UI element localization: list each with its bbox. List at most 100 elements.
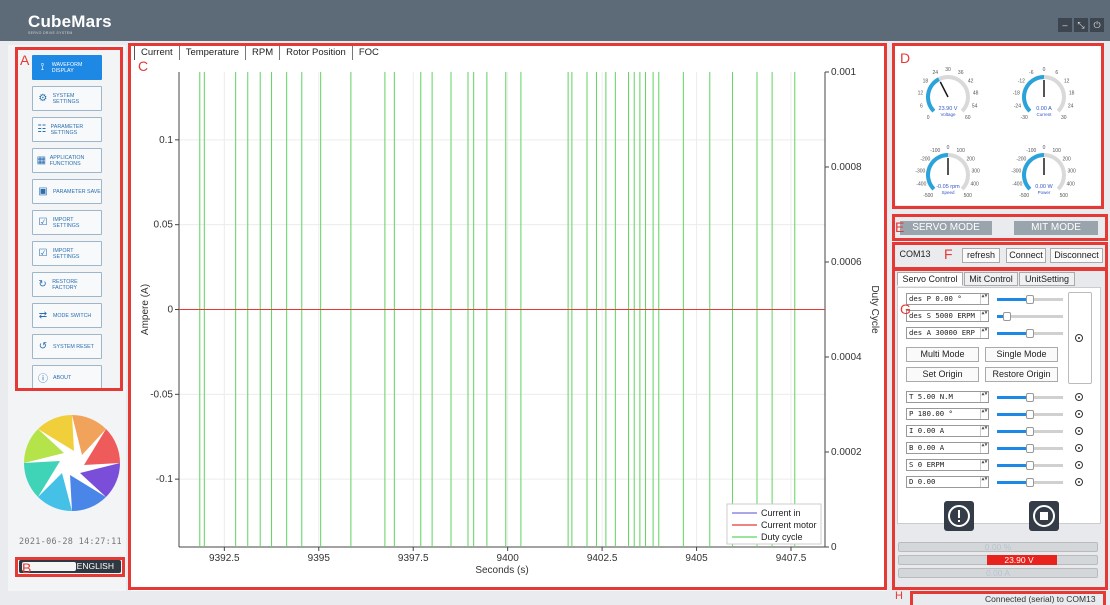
gauge-tick-label: 24 <box>1068 104 1074 110</box>
target-1-spinbox[interactable]: des S 5000 ERPM ▲▼ <box>906 310 989 322</box>
control-panel: Servo Control Mit Control UnitSetting de… <box>892 270 1106 590</box>
param-3-slider[interactable] <box>997 444 1063 453</box>
mit-mode-button[interactable]: MIT MODE <box>1014 221 1098 235</box>
slider-handle[interactable] <box>1026 478 1034 487</box>
annotation-box-f <box>892 242 1108 270</box>
target-2-spinbox[interactable]: des A 30000 ERP ▲▼ <box>906 327 989 339</box>
power-icon[interactable]: ⏻ <box>1090 18 1104 32</box>
param-2-spinbox[interactable]: I 0.00 A ▲▼ <box>906 425 989 437</box>
sidebar-item-label: APPLICATION FUNCTIONS <box>49 154 85 167</box>
run-target-icon[interactable] <box>1075 334 1083 342</box>
tab-rotor-position[interactable]: Rotor Position <box>279 46 352 60</box>
run-icon[interactable] <box>1075 410 1083 418</box>
info-icon: ⓘ <box>38 374 48 385</box>
sidebar-item-system-settings[interactable]: ⚙ SYSTEM SETTINGS <box>32 86 102 111</box>
param-4-slider[interactable] <box>997 461 1063 470</box>
tab-servo-control[interactable]: Servo Control <box>897 272 963 286</box>
run-icon[interactable] <box>1075 444 1083 452</box>
sidebar-item-parameter-save[interactable]: ▣ PARAMETER SAVE <box>32 179 102 204</box>
spin-arrows-icon[interactable]: ▲▼ <box>980 426 988 436</box>
target-0-slider[interactable] <box>997 295 1063 304</box>
annotation-box-b <box>15 557 125 577</box>
slider-handle[interactable] <box>1026 393 1034 402</box>
tab-temperature[interactable]: Temperature <box>178 46 245 60</box>
gauge-tick-label: 48 <box>973 91 979 97</box>
sidebar-item-import-settings[interactable]: ☑ IMPORT SETTINGS <box>32 241 102 266</box>
alert-stop-icon[interactable] <box>944 501 974 531</box>
sidebar-item-label: MODE SWITCH <box>53 312 92 319</box>
tab-rpm[interactable]: RPM <box>245 46 279 60</box>
param-0-slider[interactable] <box>997 393 1063 402</box>
run-icon[interactable] <box>1075 461 1083 469</box>
duty-progress: 0.00 % <box>898 542 1098 552</box>
save-icon: ▣ <box>38 186 48 197</box>
restore-origin-button[interactable]: Restore Origin <box>985 367 1058 382</box>
app-logo: CubeMars <box>28 12 112 31</box>
spin-arrows-icon[interactable]: ▲▼ <box>980 409 988 419</box>
sidebar-item-restore-factory[interactable]: ↻ RESTORE FACTORY <box>32 272 102 297</box>
param-5-spinbox[interactable]: D 0.00 ▲▼ <box>906 476 989 488</box>
minimize-icon[interactable]: – <box>1058 18 1072 32</box>
single-mode-button[interactable]: Single Mode <box>985 347 1058 362</box>
sidebar-item-about[interactable]: ⓘ ABOUT <box>32 365 102 390</box>
spin-arrows-icon[interactable]: ▲▼ <box>980 311 988 321</box>
param-0-spinbox[interactable]: T 5.00 N.M ▲▼ <box>906 391 989 403</box>
sidebar-item-system-reset[interactable]: ↺ SYSTEM RESET <box>32 334 102 359</box>
param-1-value: P 180.00 ° <box>909 409 953 418</box>
spin-arrows-icon[interactable]: ▲▼ <box>980 460 988 470</box>
sidebar-item-label: SYSTEM RESET <box>53 343 94 350</box>
gauge-tick-label: 42 <box>968 79 974 85</box>
slider-handle[interactable] <box>1026 444 1034 453</box>
y2-tick-label: 0.0006 <box>831 257 862 268</box>
param-5-slider[interactable] <box>997 478 1063 487</box>
slider-handle[interactable] <box>1026 410 1034 419</box>
connect-button[interactable]: Connect <box>1006 248 1046 263</box>
legend-label: Duty cycle <box>761 532 803 542</box>
param-2-value: I 0.00 A <box>909 426 945 435</box>
chart-tabs: Current Temperature RPM Rotor Position F… <box>134 46 385 60</box>
param-4-spinbox[interactable]: S 0 ERPM ▲▼ <box>906 459 989 471</box>
slider-handle[interactable] <box>1026 461 1034 470</box>
spin-arrows-icon[interactable]: ▲▼ <box>980 392 988 402</box>
port-select[interactable]: COM13 <box>899 249 931 259</box>
sidebar-item-mode-switch[interactable]: ⇄ MODE SWITCH <box>32 303 102 328</box>
sidebar-item-import-settings[interactable]: ☑ IMPORT SETTINGS <box>32 210 102 235</box>
disconnect-button[interactable]: Disconnect <box>1050 248 1103 263</box>
tab-current[interactable]: Current <box>134 46 179 60</box>
run-icon[interactable] <box>1075 427 1083 435</box>
slider-handle[interactable] <box>1002 312 1011 321</box>
target-2-slider[interactable] <box>997 329 1063 338</box>
tab-unit-setting[interactable]: UnitSetting <box>1019 272 1075 286</box>
run-icon[interactable] <box>1075 478 1083 486</box>
waveform-chart: 9392.5 9395 9397.5 9400 9402.5 9405 9407.5 0.1 0… <box>140 67 880 576</box>
sliders-icon: ☷ <box>37 124 47 135</box>
param-1-spinbox[interactable]: P 180.00 ° ▲▼ <box>906 408 989 420</box>
annotation-label-g: G <box>900 301 911 317</box>
language-toggle[interactable]: ENGLISH <box>19 560 121 573</box>
spin-arrows-icon[interactable]: ▲▼ <box>980 443 988 453</box>
spin-arrows-icon[interactable]: ▲▼ <box>980 294 988 304</box>
refresh-button[interactable]: refresh <box>962 248 1000 263</box>
tab-foc[interactable]: FOC <box>351 46 385 60</box>
restore-window-icon[interactable]: ⤡ <box>1074 18 1088 32</box>
spin-arrows-icon[interactable]: ▲▼ <box>980 328 988 338</box>
stop-icon[interactable] <box>1029 501 1059 531</box>
sidebar-item-parameter-settings[interactable]: ☷ PARAMETER SETTINGS <box>32 117 102 142</box>
servo-mode-button[interactable]: SERVO MODE <box>900 221 992 235</box>
param-2-slider[interactable] <box>997 427 1063 436</box>
target-0-spinbox[interactable]: des P 0.00 ° ▲▼ <box>906 293 989 305</box>
slider-handle[interactable] <box>1026 295 1034 304</box>
target-1-slider[interactable] <box>997 312 1063 321</box>
multi-mode-button[interactable]: Multi Mode <box>906 347 979 362</box>
param-3-spinbox[interactable]: B 0.00 A ▲▼ <box>906 442 989 454</box>
set-origin-button[interactable]: Set Origin <box>906 367 979 382</box>
tab-mit-control[interactable]: Mit Control <box>964 272 1018 286</box>
param-1-slider[interactable] <box>997 410 1063 419</box>
gauge-value: 23.90 V <box>939 106 958 112</box>
spin-arrows-icon[interactable]: ▲▼ <box>980 477 988 487</box>
run-icon[interactable] <box>1075 393 1083 401</box>
slider-handle[interactable] <box>1026 329 1034 338</box>
slider-handle[interactable] <box>1026 427 1034 436</box>
sidebar-item-application-functions[interactable]: ▦ APPLICATION FUNCTIONS <box>32 148 102 173</box>
sidebar-item-waveform-display[interactable]: ⟟ WAVEFORM DISPLAY <box>32 55 102 80</box>
